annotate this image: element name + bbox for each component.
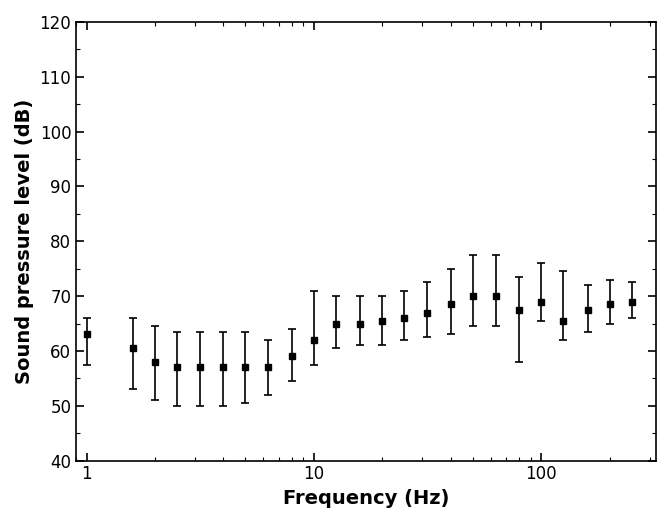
X-axis label: Frequency (Hz): Frequency (Hz)	[283, 489, 450, 508]
Y-axis label: Sound pressure level (dB): Sound pressure level (dB)	[15, 99, 34, 384]
